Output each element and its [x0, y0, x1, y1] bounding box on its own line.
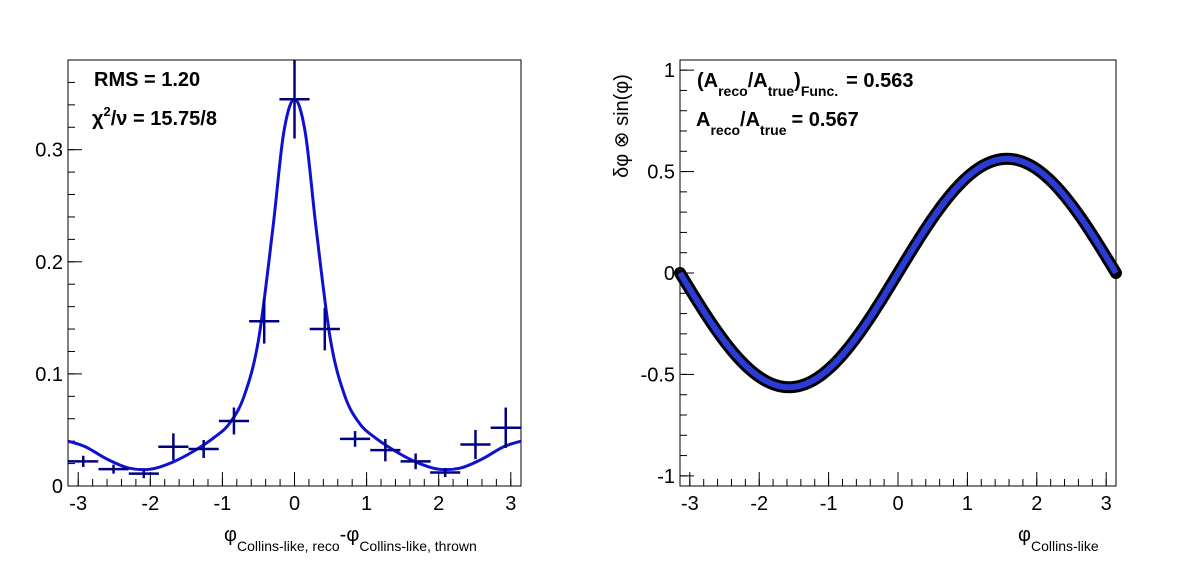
right-sine-curve-group [674, 152, 1122, 394]
data-point [68, 455, 99, 467]
data-point [339, 431, 371, 447]
data-point [400, 453, 431, 470]
data-point [128, 469, 159, 479]
left-y-tick-label: 0 [52, 476, 63, 498]
data-point [370, 438, 401, 462]
right-x-tick-label: -2 [750, 493, 768, 515]
chi-superscript: 2 [104, 104, 111, 119]
right-x-tick-label: 2 [1031, 493, 1042, 515]
right-y-tick-label: -1 [657, 466, 675, 488]
rf-close: ) [794, 70, 801, 92]
data-point [249, 298, 280, 344]
data-point [430, 468, 461, 478]
left-xlabel-mid: -φ [340, 524, 360, 546]
rf-mid: /A [748, 70, 768, 92]
left-x-tick-label: -3 [69, 493, 87, 515]
data-point [98, 464, 129, 474]
data-point [460, 429, 491, 460]
right-x-tick-label: -3 [681, 493, 699, 515]
r-mid: /A [740, 109, 760, 131]
data-point [490, 407, 521, 448]
right-x-tick-label: 0 [892, 493, 903, 515]
sine-band [677, 155, 1119, 391]
data-point [218, 407, 250, 435]
ratio-func-annotation: (Areco/Atrue)Func. = 0.563 [697, 70, 913, 99]
right-y-tick-label: 0 [664, 263, 675, 285]
left-x-tick-label: 1 [361, 493, 372, 515]
left-y-tick-label: 0.3 [35, 140, 63, 162]
left-x-tick-label: 2 [433, 493, 444, 515]
right-x-tick-label: -1 [820, 493, 838, 515]
left-panel: -3 -2 -1 0 1 2 300.10.20.3 RMS = 1.20 χ2/ν = 1… [35, 59, 522, 554]
right-panel: -3 -2 -1 0 1 2 3-1-0.500.51 (Areco/Atrue)Func.… [611, 59, 1122, 554]
r-a: A [696, 109, 710, 131]
right-y-tick-label: -0.5 [641, 364, 675, 386]
right-x-axis-label: φCollins-like [1018, 524, 1099, 554]
right-xlabel-sub: Collins-like [1031, 538, 1099, 554]
rf-sub1: reco [718, 83, 748, 99]
data-point [279, 60, 310, 139]
rf-open: (A [697, 70, 718, 92]
fit-curve [67, 97, 522, 472]
right-y-tick-label: 0.5 [647, 162, 675, 184]
rms-annotation: RMS = 1.20 [94, 69, 200, 91]
left-x-axis-label: φCollins-like, reco-φCollins-like, throw… [224, 524, 477, 554]
right-y-axis-label: δφ ⊗ sin(φ) [611, 74, 633, 178]
left-fit-curve-group [67, 97, 522, 472]
rf-sub3: Func. [801, 83, 838, 99]
left-xlabel-sub1: Collins-like, reco [237, 538, 340, 554]
ratio-annotation: Areco/Atrue = 0.567 [696, 109, 859, 138]
right-x-tick-label: 1 [962, 493, 973, 515]
r-value: = 0.567 [791, 109, 858, 131]
left-x-tick-label: -1 [214, 493, 232, 515]
left-x-tick-label: 3 [505, 493, 516, 515]
left-x-tick-label: -2 [141, 493, 159, 515]
chi-rest: /ν = 15.75/8 [111, 108, 217, 130]
chi2-annotation: χ2/ν = 15.75/8 [92, 104, 217, 130]
left-y-tick-label: 0.1 [35, 364, 63, 386]
left-axis-ticks: -3 -2 -1 0 1 2 3 0 0.1 0.2 0.3 [35, 81, 516, 515]
data-point [158, 433, 189, 461]
rf-sub2: true [768, 83, 795, 99]
left-y-tick-label: 0.2 [35, 252, 63, 274]
chi-symbol: χ [92, 108, 104, 130]
r-sub2: true [760, 122, 787, 138]
r-sub1: reco [710, 122, 740, 138]
right-y-tick-label: 1 [664, 60, 675, 82]
data-point [188, 440, 219, 458]
rf-value: = 0.563 [846, 70, 913, 92]
right-xlabel-phi: φ [1018, 524, 1031, 546]
right-x-tick-label: 3 [1101, 493, 1112, 515]
right-axis-ticks: -3 -2 -1 0 1 2 3 -1 -0.5 0 0.5 1 [641, 60, 1112, 515]
left-x-tick-label: 0 [289, 493, 300, 515]
left-xlabel-sub2: Collins-like, thrown [359, 538, 476, 554]
data-point [309, 307, 340, 351]
left-data-points [68, 60, 521, 479]
left-xlabel-phi1: φ [224, 524, 237, 546]
